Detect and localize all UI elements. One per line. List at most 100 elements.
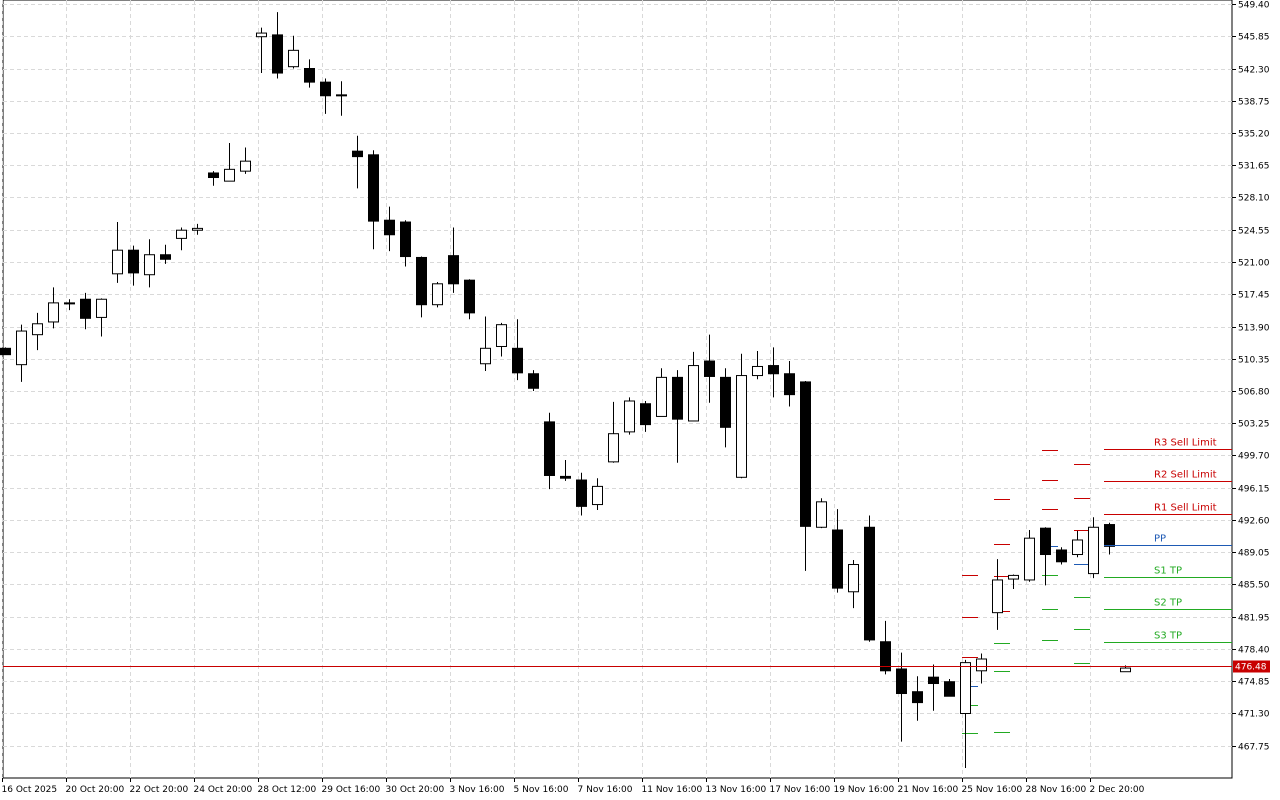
- candle: [224, 142, 235, 182]
- candle-body-down: [640, 403, 651, 426]
- candle: [208, 171, 219, 186]
- candle-body-down: [80, 298, 91, 319]
- candle: [160, 244, 171, 264]
- candle: [544, 412, 555, 490]
- candle-body-down: [912, 691, 923, 704]
- y-tick-label: 524.55: [1238, 227, 1270, 237]
- candle-body-up: [688, 365, 699, 422]
- candle: [288, 35, 299, 69]
- candle: [1024, 529, 1035, 582]
- candle: [384, 206, 395, 252]
- candle: [96, 298, 107, 337]
- y-tick-label: 492.60: [1238, 517, 1270, 527]
- candle: [1040, 527, 1051, 586]
- candle: [416, 256, 427, 318]
- y-tick-label: 535.20: [1238, 130, 1270, 140]
- x-tick-label: 21 Nov 16:00: [898, 785, 959, 795]
- y-tick-label: 481.95: [1238, 614, 1270, 624]
- candle-body-up: [112, 249, 123, 275]
- candle: [832, 509, 843, 593]
- candle-body-up: [192, 227, 203, 231]
- candle-body-down: [1040, 527, 1051, 556]
- candle: [176, 227, 187, 251]
- candle: [1088, 517, 1099, 579]
- candle-body-down: [128, 249, 139, 274]
- candle: [560, 460, 571, 481]
- candle: [752, 351, 763, 380]
- candle-body-down: [576, 479, 587, 507]
- candle-body-down: [880, 641, 891, 672]
- x-tick-label: 20 Oct 20:00: [66, 785, 125, 795]
- candle-body-up: [752, 365, 763, 377]
- y-tick-label: 499.70: [1238, 452, 1270, 462]
- candle: [240, 147, 251, 174]
- time-axis[interactable]: 16 Oct 2025 20 Oct 20:00 22 Oct 20:00 24 Oc…: [2, 778, 1145, 795]
- candle: [1008, 574, 1019, 590]
- candle: [80, 292, 91, 330]
- candle-body-up: [496, 324, 507, 347]
- price-axis[interactable]: 549.40 545.85 542.30 538.75 535.20 531.65 528.…: [1232, 1, 1270, 753]
- x-tick-label: 5 Nov 16:00: [514, 785, 569, 795]
- candle: [16, 324, 27, 382]
- candle: [720, 368, 731, 448]
- candle: [880, 620, 891, 675]
- y-tick-label: 521.00: [1238, 259, 1270, 269]
- x-tick-label: 11 Nov 16:00: [642, 785, 703, 795]
- y-tick-label: 485.50: [1238, 581, 1270, 591]
- x-tick-label: 7 Nov 16:00: [578, 785, 633, 795]
- y-tick-label: 489.05: [1238, 549, 1270, 559]
- candle: [400, 220, 411, 267]
- y-tick-label: 517.45: [1238, 291, 1270, 301]
- candle-body-up: [16, 330, 27, 366]
- candle-body-down: [400, 221, 411, 258]
- candle: [480, 316, 491, 372]
- candle-body-down: [928, 676, 939, 685]
- candle: [1104, 522, 1115, 555]
- candle-body-up: [224, 168, 235, 182]
- candle: [704, 334, 715, 403]
- pivot-label: PP: [1154, 534, 1166, 545]
- pivot-label: S2 TP: [1154, 598, 1182, 609]
- candle-body-up: [64, 302, 75, 305]
- x-tick-label: 28 Oct 12:00: [258, 785, 317, 795]
- candle-body-down: [720, 376, 731, 428]
- candle: [144, 239, 155, 288]
- candle-body-down: [304, 68, 315, 83]
- candle: [800, 381, 811, 571]
- candle-body-down: [208, 172, 219, 179]
- pivot-levels: R3 Sell Limit R2 Sell Limit R1 Sell Limit P…: [1104, 438, 1232, 643]
- candle-body-down: [1104, 524, 1115, 547]
- x-tick-label: 24 Oct 20:00: [194, 785, 253, 795]
- candle-body-up: [144, 254, 155, 276]
- x-tick-label: 25 Nov 16:00: [962, 785, 1023, 795]
- candle-body-down: [416, 256, 427, 306]
- candle-body-down: [272, 34, 283, 74]
- candles: [0, 12, 1131, 769]
- candle: [992, 559, 1003, 630]
- candle: [912, 676, 923, 721]
- y-tick-label: 545.85: [1238, 33, 1270, 43]
- candle: [688, 351, 699, 422]
- candle: [736, 353, 747, 479]
- candle: [272, 12, 283, 79]
- candle-body-down: [768, 365, 779, 375]
- candle: [928, 664, 939, 711]
- candle-body-down: [784, 373, 795, 396]
- candle: [112, 222, 123, 283]
- x-tick-label: 30 Oct 20:00: [386, 785, 445, 795]
- y-tick-label: 513.90: [1238, 324, 1270, 334]
- candle: [672, 370, 683, 463]
- candle-body-up: [608, 433, 619, 463]
- candle: [432, 281, 443, 308]
- candle-body-down: [464, 279, 475, 314]
- candle: [848, 559, 859, 609]
- candle-body-down: [832, 529, 843, 589]
- candle: [64, 299, 75, 311]
- candle: [592, 478, 603, 511]
- candle: [352, 135, 363, 189]
- x-tick-label: 3 Nov 16:00: [450, 785, 505, 795]
- x-tick-label: 19 Nov 16:00: [834, 785, 895, 795]
- candle-body-up: [96, 298, 107, 318]
- candle-body-down: [368, 154, 379, 222]
